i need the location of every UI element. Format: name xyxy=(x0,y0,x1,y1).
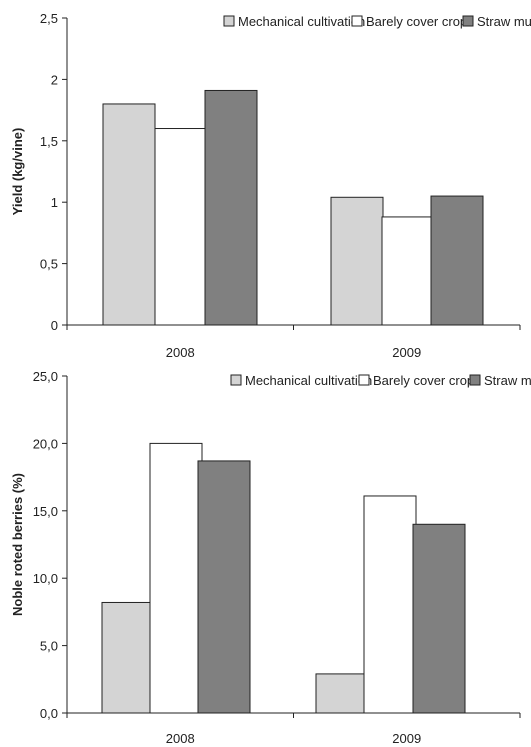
y-tick-label: 0 xyxy=(51,318,58,333)
x-tick-label: 2008 xyxy=(166,345,195,360)
bar-mechanical-cultivation-2009 xyxy=(330,196,384,326)
bar-barely-cover-crop-2008 xyxy=(154,128,208,326)
legend-label: Barely cover crop xyxy=(373,373,474,388)
legend-swatch xyxy=(469,374,481,386)
legend-swatch xyxy=(223,15,235,27)
y-axis-label: Yield (kg/vine) xyxy=(10,128,25,216)
legend-swatch xyxy=(230,374,242,386)
x-tick-label: 2008 xyxy=(166,731,195,746)
y-tick-label: 1 xyxy=(51,195,58,210)
y-axis-label: Noble roted berries (%) xyxy=(10,473,25,616)
y-tick-label: 1,5 xyxy=(40,134,58,149)
y-tick-label: 0,0 xyxy=(40,706,58,721)
legend-swatch xyxy=(462,15,474,27)
bar-barely-cover-crop-2008 xyxy=(149,442,203,714)
bar-barely-cover-crop-2009 xyxy=(381,216,435,326)
y-tick-label: 2 xyxy=(51,72,58,87)
y-tick-label: 15,0 xyxy=(33,504,58,519)
bar-mechanical-cultivation-2008 xyxy=(101,601,155,714)
legend-swatch xyxy=(351,15,363,27)
chart-1: 0 0,5 1 1,5 2 2,5 2008 2009 Yield (kg/vine) Mecha… xyxy=(10,11,531,360)
bar-barely-cover-crop-2009 xyxy=(363,495,417,714)
bar-mechanical-cultivation-2009 xyxy=(315,673,369,714)
bar-straw-mulch-2009 xyxy=(412,523,466,714)
y-tick-label: 2,5 xyxy=(40,11,58,26)
legend-label: Barely cover crop xyxy=(366,14,467,29)
x-tick-label: 2009 xyxy=(392,731,421,746)
bar-straw-mulch-2008 xyxy=(197,460,251,714)
y-tick-label: 25,0 xyxy=(33,369,58,384)
y-tick-label: 0,5 xyxy=(40,257,58,272)
legend-label: Mechanical cultivation xyxy=(245,373,372,388)
y-tick-label: 10,0 xyxy=(33,571,58,586)
y-tick-label: 20,0 xyxy=(33,436,58,451)
legend-swatch xyxy=(358,374,370,386)
bar-mechanical-cultivation-2008 xyxy=(102,103,156,326)
chart-2: 0,0 5,0 10,0 15,0 20,0 25,0 2008 2009 Noble rote… xyxy=(10,369,531,746)
x-tick-label: 2009 xyxy=(392,345,421,360)
bar-straw-mulch-2008 xyxy=(204,89,258,326)
y-tick-label: 5,0 xyxy=(40,639,58,654)
legend-label: Mechanical cultivation xyxy=(238,14,365,29)
legend-label: Straw mulch xyxy=(477,14,531,29)
bar-straw-mulch-2009 xyxy=(430,195,484,326)
legend-label: Straw mulch xyxy=(484,373,531,388)
